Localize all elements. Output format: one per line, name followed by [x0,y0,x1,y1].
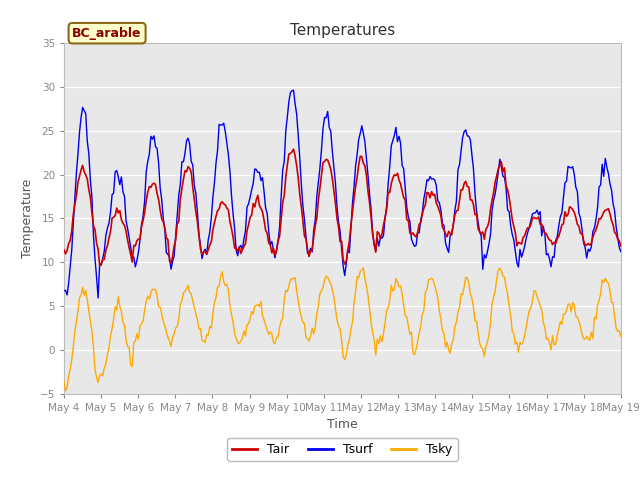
Y-axis label: Temperature: Temperature [21,179,34,258]
X-axis label: Time: Time [327,418,358,431]
Text: BC_arable: BC_arable [72,27,142,40]
Legend: Tair, Tsurf, Tsky: Tair, Tsurf, Tsky [227,438,458,461]
Title: Temperatures: Temperatures [290,23,395,38]
